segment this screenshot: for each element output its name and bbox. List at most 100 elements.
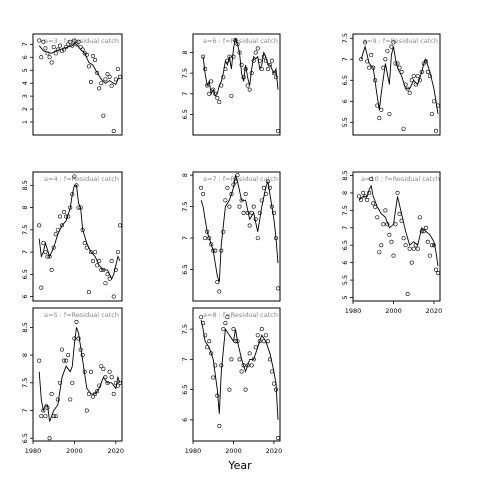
data-point	[117, 74, 122, 79]
data-point	[62, 358, 67, 363]
data-point	[57, 214, 62, 219]
data-point	[49, 267, 54, 272]
data-point	[203, 333, 208, 338]
data-point	[265, 67, 270, 72]
data-point	[423, 225, 428, 230]
data-point	[393, 61, 398, 66]
data-point	[103, 281, 108, 286]
y-tick-label: 7.5	[181, 68, 189, 78]
data-point	[255, 46, 260, 51]
data-point	[429, 243, 434, 248]
panel-frame	[352, 33, 441, 136]
data-point	[369, 53, 374, 58]
data-point	[263, 58, 268, 63]
data-point	[41, 39, 46, 44]
data-point	[113, 380, 118, 385]
data-point	[387, 111, 392, 116]
panel-title: a=8 : f=Residual catch	[203, 311, 278, 319]
data-point	[59, 347, 64, 352]
y-tick-label: 8	[21, 353, 29, 357]
y-tick-label: 8	[181, 50, 189, 54]
panel-frame	[32, 33, 123, 136]
data-point	[239, 62, 244, 67]
y-tick-label: 6.5	[21, 269, 29, 279]
data-point	[225, 185, 230, 190]
x-tick-label: 2000	[66, 447, 83, 455]
data-point	[215, 95, 220, 100]
data-point	[199, 315, 204, 320]
y-tick-label: 6	[341, 261, 349, 265]
data-point	[417, 215, 422, 220]
panel-frame	[192, 307, 281, 442]
data-point	[395, 61, 400, 66]
data-point	[111, 294, 116, 299]
y-tick-label: 7	[21, 250, 29, 254]
data-point	[271, 381, 276, 386]
data-point	[383, 57, 388, 62]
data-point	[37, 358, 42, 363]
data-point	[101, 113, 106, 118]
data-point	[249, 363, 254, 368]
data-point	[387, 232, 392, 237]
data-point	[397, 211, 402, 216]
data-point	[433, 128, 438, 133]
y-tick-label: 6.5	[181, 264, 189, 274]
data-point	[411, 74, 416, 79]
data-point	[241, 363, 246, 368]
data-point	[117, 380, 122, 385]
y-tick-label: 8	[341, 191, 349, 195]
y-tick-label: 6.5	[181, 384, 189, 394]
data-point	[407, 246, 412, 251]
data-point	[207, 236, 212, 241]
data-point	[93, 250, 98, 255]
data-point	[267, 185, 272, 190]
data-point	[245, 363, 250, 368]
data-point	[86, 290, 91, 295]
data-point	[415, 246, 420, 251]
data-point	[391, 40, 396, 45]
data-point	[433, 267, 438, 272]
x-tick-label: 1980	[185, 447, 202, 455]
data-point	[415, 74, 420, 79]
data-point	[199, 185, 204, 190]
data-point	[68, 397, 73, 402]
data-point	[64, 358, 69, 363]
y-tick-label: 7	[21, 408, 29, 412]
data-point	[401, 236, 406, 241]
data-point	[213, 248, 218, 253]
data-point	[401, 126, 406, 131]
data-point	[273, 75, 278, 80]
data-point	[275, 128, 280, 133]
data-point	[203, 236, 208, 241]
data-point	[365, 197, 370, 202]
data-point	[247, 351, 252, 356]
data-point	[39, 285, 44, 290]
data-point	[385, 48, 390, 53]
data-point	[395, 190, 400, 195]
data-point	[257, 339, 262, 344]
data-point	[39, 414, 44, 419]
data-point	[251, 204, 256, 209]
panel-frame	[32, 307, 123, 442]
fitted-line	[358, 184, 439, 267]
y-tick-label: 8.5	[21, 322, 29, 332]
data-point	[237, 357, 242, 362]
data-point	[51, 245, 56, 250]
data-point	[231, 54, 236, 59]
data-point	[221, 75, 226, 80]
data-point	[241, 210, 246, 215]
panel-title: a=5 : f=Residual catch	[44, 311, 119, 319]
data-point	[88, 250, 93, 255]
y-tick-label: 7	[181, 357, 189, 361]
data-point	[70, 43, 75, 48]
data-point	[207, 339, 212, 344]
data-point	[47, 55, 52, 60]
data-point	[427, 74, 432, 79]
data-point	[357, 194, 362, 199]
panel-0: a=3 : f=Residual catch 1 2 3 4 5 6 7	[21, 33, 123, 136]
y-tick-label: 6	[181, 418, 189, 422]
y-tick-label: 6.5	[341, 75, 349, 85]
panel-3: a=4 : f=Residual catch 6 6.5 7 7.5 8 8.5	[21, 171, 123, 302]
data-point	[97, 86, 102, 91]
y-tick-label: 6.5	[181, 109, 189, 119]
